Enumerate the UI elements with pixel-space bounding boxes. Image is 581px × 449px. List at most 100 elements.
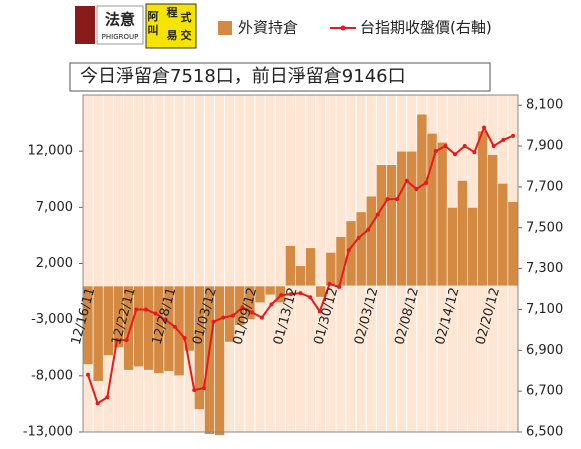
price-point <box>511 133 515 138</box>
logo-box <box>96 5 144 45</box>
bar <box>406 150 418 287</box>
price-point <box>172 324 177 329</box>
price-point <box>482 125 487 130</box>
y-tick-label: -8,000 <box>31 368 73 383</box>
bar <box>376 164 387 287</box>
y2-tick-label: 8,100 <box>526 98 563 113</box>
price-point <box>337 284 342 289</box>
bar <box>355 211 367 287</box>
price-point <box>95 401 100 406</box>
bar <box>487 154 499 287</box>
bar <box>214 285 225 436</box>
bar <box>305 247 316 287</box>
bar <box>467 207 478 287</box>
logo-name: 法意 <box>105 11 135 29</box>
price-point <box>472 150 477 155</box>
bar <box>325 251 337 287</box>
price-point <box>462 144 467 149</box>
price-point <box>317 309 322 314</box>
price-point <box>240 305 245 310</box>
bar <box>507 201 519 287</box>
bar <box>264 285 276 296</box>
y2-tick-label: 7,900 <box>526 139 563 154</box>
bar <box>497 182 509 287</box>
y2-tick-label: 6,700 <box>526 384 563 399</box>
price-point <box>163 317 168 322</box>
price-point <box>404 178 409 183</box>
price-point <box>298 291 303 296</box>
price-point <box>453 152 458 157</box>
y-tick-label: 12,000 <box>28 144 74 159</box>
price-point <box>501 137 506 142</box>
price-point <box>211 319 216 324</box>
price-point <box>114 338 119 343</box>
price-point <box>105 395 110 400</box>
bar <box>102 285 114 356</box>
price-point <box>366 227 371 232</box>
y-tick-label: -3,000 <box>31 312 73 327</box>
legend-swatch-bar <box>218 21 232 35</box>
price-point <box>221 315 226 320</box>
price-point <box>308 295 313 300</box>
logo-char: 阿 <box>148 9 159 23</box>
price-point <box>395 197 400 202</box>
bar <box>396 150 408 287</box>
y2-tick-label: 7,300 <box>526 261 563 276</box>
y2-tick-label: 7,100 <box>526 302 563 317</box>
price-point <box>250 310 255 315</box>
price-point <box>201 386 206 391</box>
chart-title: 今日淨留倉7518口，前日淨留倉9146口 <box>80 66 406 87</box>
bar <box>365 195 377 287</box>
price-point <box>134 307 139 312</box>
bar <box>436 141 448 287</box>
logo-char: 易 <box>167 29 178 42</box>
bar <box>477 130 488 287</box>
price-point <box>385 197 390 202</box>
price-point <box>414 186 419 191</box>
bar <box>386 164 397 287</box>
price-point <box>327 281 332 286</box>
y2-tick-label: 6,900 <box>526 343 563 358</box>
bar <box>143 285 155 371</box>
price-point <box>424 180 429 185</box>
y-tick-label: 2,000 <box>36 256 73 271</box>
price-point <box>279 293 284 298</box>
legend-label: 外資持倉 <box>238 19 298 37</box>
bar <box>285 245 296 287</box>
y-tick-label: 7,000 <box>36 200 73 215</box>
plot-border <box>82 94 519 433</box>
logo-char: 式 <box>181 10 192 24</box>
price-point <box>375 212 380 217</box>
title-box <box>69 62 491 92</box>
y2-tick-label: 7,500 <box>526 220 563 235</box>
price-point <box>269 302 274 307</box>
price-point <box>346 248 351 253</box>
price-point <box>230 313 235 318</box>
bar <box>446 207 458 287</box>
y2-tick-label: 6,500 <box>526 425 563 440</box>
legend-label: 台指期收盤價(右軸) <box>360 19 492 37</box>
y-tick-label: -13,000 <box>23 425 73 440</box>
logo-char: 交 <box>181 28 192 42</box>
bar <box>416 113 428 287</box>
bar <box>457 180 468 287</box>
logo-char: 叫 <box>148 23 159 37</box>
price-point <box>143 307 148 312</box>
price-point <box>153 311 158 316</box>
price-point <box>182 336 187 341</box>
logo-char: 程 <box>167 5 178 19</box>
logo-mark <box>75 6 95 44</box>
logo-left: 法意 PHIGROUP <box>75 5 144 45</box>
price-point <box>433 149 438 154</box>
price-point <box>124 338 129 343</box>
price-point <box>288 292 293 297</box>
logo-right <box>145 3 197 49</box>
bar <box>295 265 306 287</box>
bar <box>426 132 438 287</box>
price-point <box>356 235 361 240</box>
price-point <box>491 144 496 149</box>
logo-sub: PHIGROUP <box>102 33 139 41</box>
legend-swatch-dot <box>340 25 346 31</box>
price-point <box>86 372 90 377</box>
